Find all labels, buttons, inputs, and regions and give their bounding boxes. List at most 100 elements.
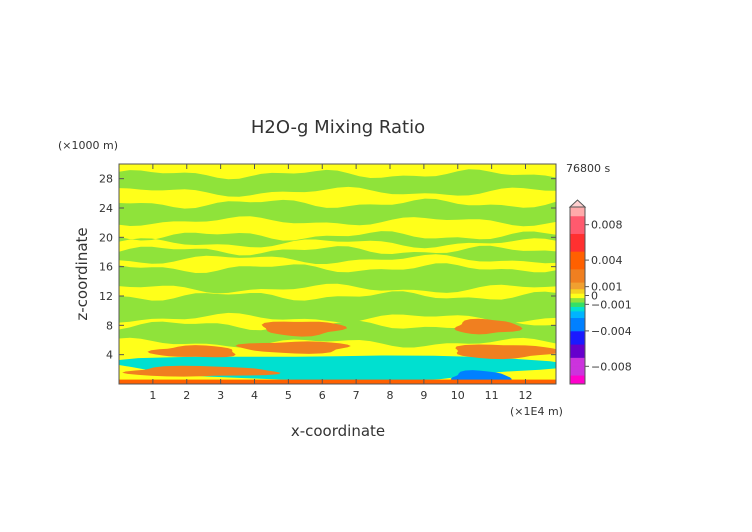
colorbar-swatch (570, 366, 585, 369)
colorbar-swatch (570, 293, 585, 296)
plot-frame (118, 163, 557, 385)
colorbar-swatch (570, 277, 585, 281)
colorbar-swatch (570, 284, 585, 288)
colorbar-swatch (570, 226, 585, 230)
y-axis-title: z-coordinate (73, 227, 91, 320)
colorbar-swatch (570, 328, 585, 332)
x-tick-label: 11 (485, 389, 499, 402)
colorbar-swatch (570, 246, 585, 250)
colorbar-swatch (570, 224, 585, 228)
colorbar-swatch (570, 288, 585, 292)
x-tick-label: 4 (251, 389, 258, 402)
colorbar-swatch (570, 377, 585, 380)
x-tick-label: 6 (319, 389, 326, 402)
colorbar-swatch (570, 266, 585, 270)
colorbar-swatch (570, 379, 585, 383)
y-tick-label: 28 (99, 173, 113, 186)
colorbar-swatch (570, 308, 585, 312)
colorbar-swatch (570, 355, 585, 358)
colorbar-swatch (570, 235, 585, 239)
colorbar-swatch (570, 262, 585, 265)
colorbar-swatch (570, 359, 585, 363)
colorbar-swatch (570, 341, 585, 345)
green-band (119, 198, 556, 227)
colorbar-swatch (570, 251, 585, 254)
heatmap-field (119, 164, 556, 384)
colorbar-swatch (570, 271, 585, 274)
colorbar-swatch (570, 313, 585, 316)
x-tick-label: 1 (149, 389, 156, 402)
colorbar-swatch (570, 253, 585, 257)
colorbar-swatch (570, 350, 585, 354)
colorbar-swatch (570, 370, 585, 374)
colorbar-swatch (570, 255, 585, 259)
colorbar-swatch (570, 242, 585, 246)
colorbar-swatch (570, 344, 585, 347)
y-tick-label: 4 (106, 349, 113, 362)
colorbar-swatch (570, 317, 585, 321)
x-axis-title: x-coordinate (291, 422, 385, 440)
colorbar-swatch (570, 280, 585, 283)
colorbar-swatch (570, 275, 585, 279)
colorbar-tick-label: 0.001 (591, 281, 623, 294)
colorbar-swatch (570, 306, 585, 310)
colorbar (568, 199, 587, 385)
y-tick-label: 24 (99, 202, 113, 215)
y-unit-label: (×1000 m) (58, 139, 118, 152)
colorbar-swatch (570, 339, 585, 343)
colorbar-swatch (570, 209, 585, 212)
colorbar-swatch (570, 333, 585, 336)
colorbar-swatch (570, 244, 585, 248)
colorbar-swatch (570, 231, 585, 234)
orange-patch (235, 341, 351, 354)
colorbar-swatch (570, 282, 585, 285)
colorbar-swatch (570, 381, 585, 385)
y-tick-label: 12 (99, 290, 113, 303)
colorbar-swatch (570, 372, 585, 376)
colorbar-swatch (570, 273, 585, 276)
y-tick-label: 20 (99, 231, 113, 244)
green-band (119, 291, 556, 323)
colorbar-swatch (570, 257, 585, 261)
green-band (119, 231, 556, 249)
colorbar-swatch (570, 364, 585, 367)
colorbar-tick-label: 0.008 (591, 219, 623, 232)
colorbar-swatch (570, 368, 585, 372)
colorbar-swatch (570, 249, 585, 252)
colorbar-swatch (570, 348, 585, 352)
colorbar-swatch (570, 218, 585, 221)
colorbar-swatch (570, 215, 585, 219)
x-tick-label: 7 (353, 389, 360, 402)
colorbar-swatch (570, 240, 585, 243)
colorbar-swatch (570, 222, 585, 226)
colorbar-swatch (570, 310, 585, 314)
x-tick-label: 9 (420, 389, 427, 402)
colorbar-swatch (570, 324, 585, 327)
time-label: 76800 s (566, 162, 610, 175)
y-axis: 4 8 12 16 20 24 28 (99, 173, 556, 362)
colorbar-swatch (570, 361, 585, 365)
colorbar-tick-label: 0.004 (591, 254, 623, 267)
x-tick-label: 12 (519, 389, 533, 402)
colorbar-swatch (570, 297, 585, 301)
y-tick-label: 16 (99, 261, 113, 274)
y-tick-label: 8 (106, 319, 113, 332)
colorbar-swatch (570, 302, 585, 305)
colorbar-swatch (570, 295, 585, 299)
x-tick-label: 2 (183, 389, 190, 402)
colorbar-swatch (570, 207, 585, 210)
colorbar-swatch (570, 375, 585, 378)
colorbar-swatch (570, 346, 585, 349)
colorbar-swatch (570, 322, 585, 325)
x-axis: 1 2 3 4 5 6 7 8 9 10 11 12 (149, 164, 533, 402)
green-band (119, 169, 556, 197)
colorbar-tick-label: −0.004 (591, 325, 632, 338)
green-band (119, 245, 556, 264)
orange-patch (455, 344, 556, 360)
x-tick-label: 5 (285, 389, 292, 402)
x-tick-label: 3 (217, 389, 224, 402)
colorbar-swatch (570, 319, 585, 323)
colorbar-swatch (570, 286, 585, 290)
